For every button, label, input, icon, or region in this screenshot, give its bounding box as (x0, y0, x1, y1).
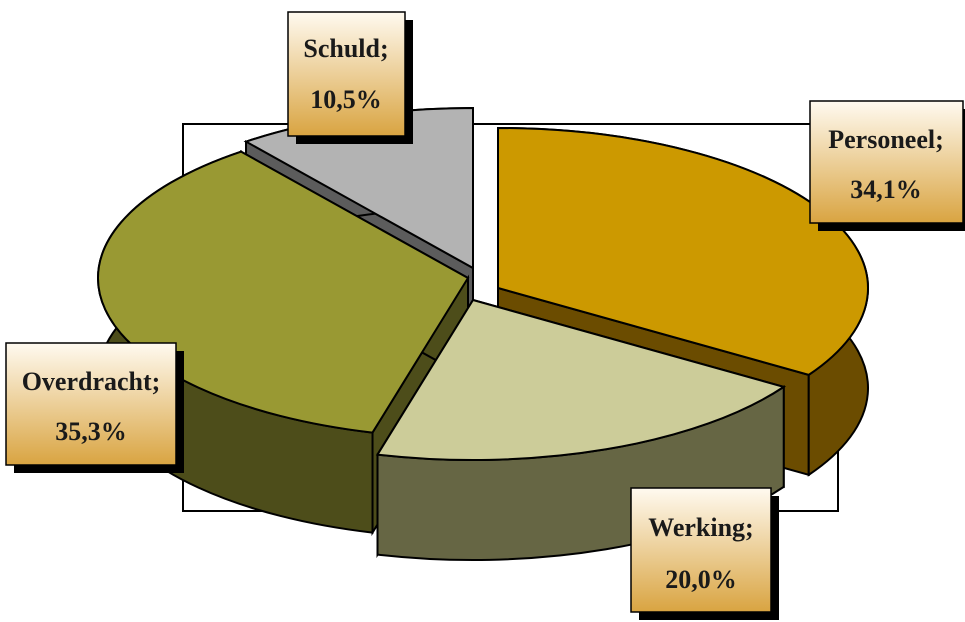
slice-werking-top (375, 298, 787, 461)
label-overdracht: Overdracht; 35,3% (5, 342, 184, 473)
label-personeel-name: Personeel; (828, 125, 944, 154)
slice-overdracht-top (97, 150, 470, 434)
label-schuld-value: 10,5% (310, 85, 382, 114)
label-werking: Werking; 20,0% (630, 487, 779, 620)
label-werking-value: 20,0% (665, 565, 737, 594)
label-schuld: Schuld; 10,5% (287, 11, 413, 144)
label-personeel-value: 34,1% (850, 175, 922, 204)
label-schuld-name: Schuld; (303, 34, 388, 63)
label-overdracht-value: 35,3% (55, 417, 127, 446)
label-overdracht-name: Overdracht; (22, 367, 161, 396)
label-werking-name: Werking; (648, 513, 753, 542)
label-personeel: Personeel; 34,1% (809, 100, 965, 231)
pie-slices (97, 106, 869, 561)
